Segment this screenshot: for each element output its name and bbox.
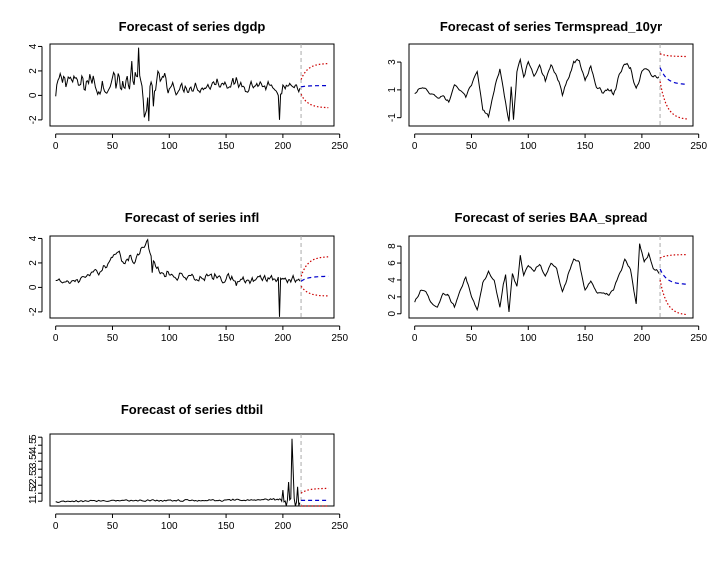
x-tick-label: 250 — [331, 521, 348, 532]
x-tick-label: 150 — [218, 141, 235, 152]
y-tick-label: 2 — [28, 68, 39, 74]
y-tick-label: 0 — [28, 92, 39, 98]
y-axis: 0 2 4 6 8 — [387, 243, 402, 317]
x-tick-label: 150 — [577, 141, 594, 152]
plot-frame — [408, 235, 694, 319]
x-tick-label: 50 — [466, 141, 478, 152]
forecast-lower-bound-line — [300, 285, 329, 297]
forecast-mean-line — [300, 275, 329, 282]
chart-title: Forecast of series BAA_spread — [455, 210, 648, 225]
forecast-mean-line — [659, 67, 688, 85]
x-tick-label: 200 — [275, 521, 292, 532]
y-tick-label: 3.5 — [28, 454, 39, 468]
x-tick-label: 50 — [466, 333, 478, 344]
forecast-upper-bound-line — [300, 256, 329, 277]
y-tick-label: 1 — [28, 498, 39, 504]
x-tick-label: 0 — [53, 333, 59, 344]
y-tick-label: 2.5 — [28, 470, 39, 484]
x-tick-label: 250 — [331, 141, 348, 152]
chart-title: Forecast of series infl — [125, 210, 259, 225]
observed-series-line — [55, 438, 301, 507]
x-tick-label: 50 — [107, 141, 119, 152]
y-axis: -2 0 2 4 — [28, 235, 43, 316]
x-tick-label: 0 — [53, 521, 59, 532]
y-tick-label: 6 — [387, 260, 398, 266]
x-axis: 0 50 100 150 200 250 — [53, 325, 348, 344]
y-tick-label: -1 — [387, 113, 398, 122]
y-tick-label: 2 — [387, 294, 398, 300]
y-tick-label: 0 — [387, 311, 398, 317]
x-tick-label: 200 — [634, 141, 651, 152]
x-axis: 0 50 100 150 200 250 — [412, 325, 707, 344]
x-tick-label: 150 — [218, 333, 235, 344]
y-tick-label: 2 — [28, 482, 39, 488]
plot-frame — [49, 235, 335, 319]
x-axis: 0 50 100 150 200 250 — [412, 133, 707, 152]
x-tick-label: 200 — [275, 141, 292, 152]
y-tick-label: 4 — [28, 235, 39, 241]
y-tick-label: 4 — [28, 43, 39, 49]
chart-panel-2: Forecast of series Termspread_10yr 0 50 100… — [387, 19, 707, 152]
observed-series-line — [414, 243, 660, 313]
y-tick-label: -2 — [28, 307, 39, 316]
y-tick-label: 5 — [28, 434, 39, 440]
y-tick-label: 1 — [387, 87, 398, 93]
x-tick-label: 50 — [107, 521, 119, 532]
chart-title: Forecast of series dtbil — [121, 402, 263, 417]
forecast-upper-bound-line — [300, 62, 329, 80]
x-axis: 0 50 100 150 200 250 — [53, 513, 348, 532]
forecast-upper-bound-line — [300, 487, 329, 494]
x-tick-label: 250 — [690, 333, 707, 344]
chart-panel-3: Forecast of series infl 0 50 100 150 200 250 -2… — [28, 210, 348, 344]
forecast-lower-bound-line — [659, 279, 688, 316]
forecast-lower-bound-line — [659, 81, 688, 120]
x-tick-label: 50 — [107, 333, 119, 344]
x-tick-label: 100 — [520, 333, 537, 344]
chart-panel-5: Forecast of series dtbil 0 50 100 150 200 250 1… — [28, 402, 348, 532]
forecast-mean-line — [300, 84, 329, 88]
y-tick-label: 3 — [387, 59, 398, 65]
y-axis: -2 0 2 4 — [28, 43, 43, 124]
observed-series-line — [55, 47, 301, 122]
forecast-mean-line — [659, 268, 688, 285]
y-tick-label: 4 — [28, 450, 39, 456]
forecast-upper-bound-line — [659, 53, 688, 58]
x-tick-label: 200 — [634, 333, 651, 344]
y-tick-label: 1.5 — [28, 486, 39, 500]
chart-title: Forecast of series Termspread_10yr — [440, 19, 662, 34]
y-tick-label: 3 — [28, 466, 39, 472]
chart-panel-1: Forecast of series dgdp 0 50 100 150 200 250 -2… — [28, 19, 348, 152]
x-tick-label: 0 — [412, 141, 418, 152]
x-tick-label: 100 — [161, 333, 178, 344]
observed-series-line — [55, 238, 301, 317]
y-axis: 11.522.533.544.55 — [28, 434, 43, 504]
x-tick-label: 150 — [218, 521, 235, 532]
plot-frame — [49, 433, 335, 507]
x-tick-label: 100 — [161, 141, 178, 152]
y-tick-label: 2 — [28, 260, 39, 266]
x-tick-label: 250 — [331, 333, 348, 344]
x-tick-label: 150 — [577, 333, 594, 344]
chart-title: Forecast of series dgdp — [119, 19, 266, 34]
x-tick-label: 200 — [275, 333, 292, 344]
y-tick-label: 4.5 — [28, 438, 39, 452]
y-axis: -1 1 3 — [387, 59, 402, 122]
plot-frame — [408, 43, 694, 127]
forecast-lower-bound-line — [300, 93, 329, 109]
x-tick-label: 0 — [53, 141, 59, 152]
plot-frame — [49, 43, 335, 127]
y-tick-label: -2 — [28, 115, 39, 124]
x-tick-label: 100 — [520, 141, 537, 152]
y-tick-label: 0 — [28, 284, 39, 290]
x-axis: 0 50 100 150 200 250 — [53, 133, 348, 152]
forecast-upper-bound-line — [659, 254, 688, 259]
x-tick-label: 250 — [690, 141, 707, 152]
x-tick-label: 100 — [161, 521, 178, 532]
y-tick-label: 4 — [387, 277, 398, 283]
x-tick-label: 0 — [412, 333, 418, 344]
observed-series-line — [414, 57, 660, 122]
y-tick-label: 8 — [387, 243, 398, 249]
